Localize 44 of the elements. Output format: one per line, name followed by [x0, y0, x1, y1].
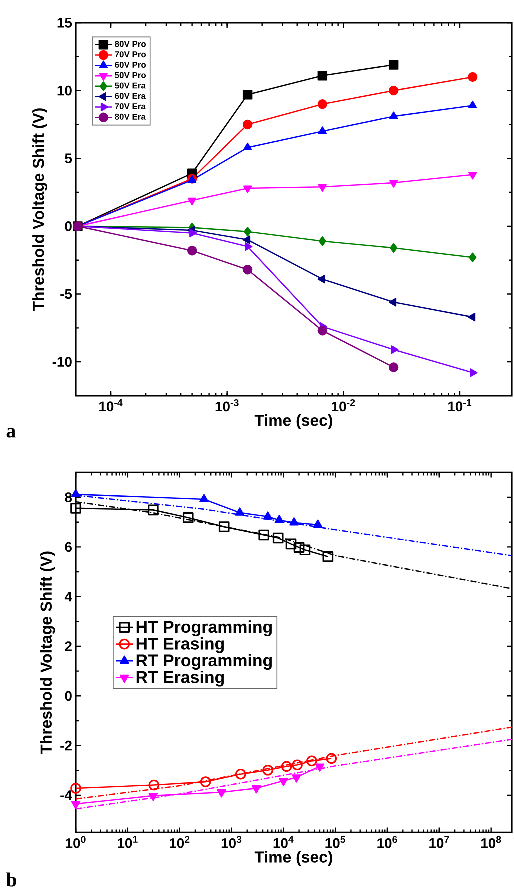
y-tick-label: 0 [65, 221, 72, 232]
y-tick-label: -10 [52, 357, 72, 368]
x-tick-label: 10$^{1}$ [118, 836, 138, 848]
x-tick-label: 10$^{8}$ [481, 836, 502, 848]
text: b [6, 872, 16, 887]
legend-label: 60V Era [115, 93, 146, 100]
x-tick-label: 10$^{-4}$ [100, 400, 123, 412]
x-tick-label: 10$^{-3}$ [216, 400, 239, 412]
x-tick-label: 10$^{4}$ [274, 836, 294, 848]
y-tick-label: -5 [60, 289, 72, 300]
y-axis-title: Threshold Voltage Shift (V) [40, 552, 56, 754]
x-tick-label: 10$^{-1}$ [448, 400, 472, 412]
y-axis-title: Threshold Voltage Shift (V) [32, 108, 48, 312]
legend-label: 80V Pro [115, 41, 146, 48]
x-tick-label: 10$^{0}$ [66, 836, 86, 848]
y-tick-label: 2 [65, 642, 72, 652]
x-tick-label: 10$^{-2}$ [332, 400, 356, 412]
y-tick-label: 4 [64, 592, 72, 602]
legend-label: 80V Era [115, 114, 146, 120]
legend-label: 70V Era [115, 104, 146, 110]
y-tick-label: 8 [65, 492, 72, 502]
legend-label: HT Programming [136, 620, 272, 637]
y-tick-label: -4 [60, 790, 72, 800]
x-axis-title: Time (sec) [254, 851, 332, 866]
x-tick-label: 10$^{3}$ [222, 836, 242, 848]
legend-label: 70V Pro [115, 52, 146, 58]
legend-label: 50V Pro [115, 72, 146, 78]
text: a [6, 428, 16, 438]
y-tick-label: 6 [65, 542, 72, 552]
y-tick-label: 0 [65, 691, 72, 702]
legend-label: RT Erasing [136, 670, 224, 687]
legend-label: RT Programming [136, 654, 272, 670]
x-tick-label: 10$^{6}$ [378, 836, 398, 848]
legend-label: HT Erasing [136, 637, 224, 654]
y-tick-label: 15 [58, 18, 72, 28]
x-tick-label: 10$^{7}$ [430, 836, 450, 848]
x-tick-label: 10$^{5}$ [326, 836, 346, 848]
x-axis-title: Time (sec) [254, 414, 332, 430]
y-tick-label: 5 [65, 154, 72, 164]
y-tick-label: -2 [60, 740, 72, 751]
legend-label: 60V Pro [115, 62, 146, 68]
x-tick-label: 10$^{2}$ [170, 836, 190, 848]
legend-label: 50V Era [115, 82, 146, 89]
y-tick-label: 10 [58, 86, 72, 96]
